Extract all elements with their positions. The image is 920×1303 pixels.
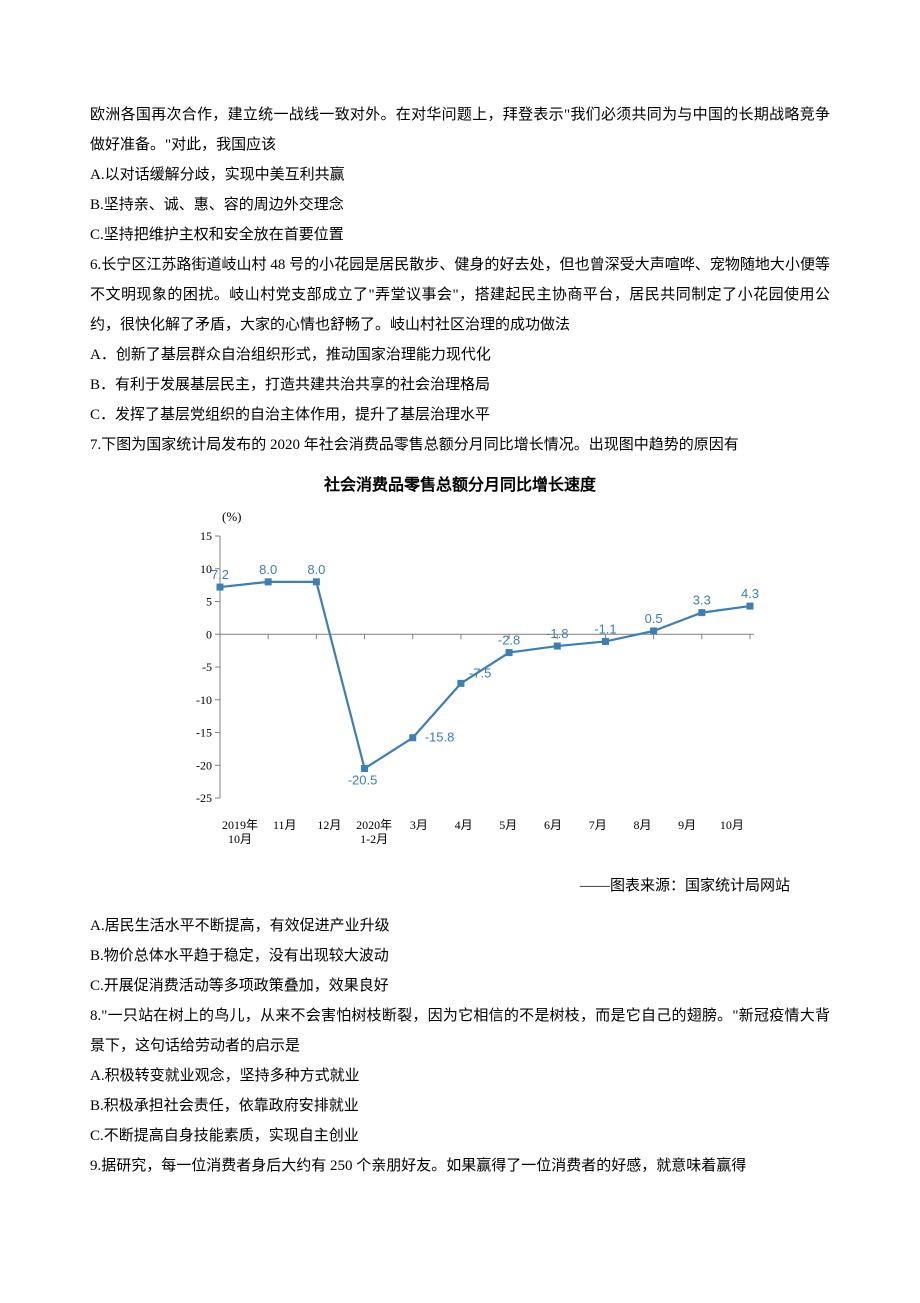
q6-option-c: C．发挥了基层党组织的自治主体作用，提升了基层治理水平	[90, 400, 830, 430]
svg-text:-20: -20	[196, 758, 212, 772]
line-chart: -25-20-15-10-50510157.28.08.0-20.5-15.8-…	[160, 526, 760, 816]
q5-option-c: C.坚持把维护主权和安全放在首要位置	[90, 220, 830, 250]
chart-x-ticks: 2019年10月11月12月2020年1-2月3月4月5月6月7月8月9月10月	[218, 818, 754, 847]
svg-text:-25: -25	[196, 791, 212, 805]
q7-stem: 7.下图为国家统计局发布的 2020 年社会消费品零售总额分月同比增长情况。出现…	[90, 430, 830, 460]
svg-text:7.2: 7.2	[211, 567, 229, 582]
q7-option-a: A.居民生活水平不断提高，有效促进产业升级	[90, 911, 830, 941]
chart-source: ——图表来源：国家统计局网站	[90, 871, 790, 901]
q9-stem: 9.据研究，每一位消费者身后大约有 250 个亲朋好友。如果赢得了一位消费者的好…	[90, 1151, 830, 1181]
svg-text:3.3: 3.3	[693, 593, 711, 608]
q8-option-c: C.不断提高自身技能素质，实现自主创业	[90, 1121, 830, 1151]
q6-option-a: A．创新了基层群众自治组织形式，推动国家治理能力现代化	[90, 340, 830, 370]
svg-text:-1.1: -1.1	[594, 621, 616, 636]
svg-text:-20.5: -20.5	[348, 773, 378, 788]
q8-option-a: A.积极转变就业观念，坚持多种方式就业	[90, 1061, 830, 1091]
q5-stem-cont: 欧洲各国再次合作，建立统一战线一致对外。在对华问题上，拜登表示"我们必须共同为与…	[90, 100, 830, 160]
q8-option-b: B.积极承担社会责任，依靠政府安排就业	[90, 1091, 830, 1121]
svg-text:-15: -15	[196, 726, 212, 740]
svg-text:-7.5: -7.5	[469, 665, 491, 680]
q8-stem: 8."一只站在树上的鸟儿，从来不会害怕树枝断裂，因为它相信的不是树枝，而是它自己…	[90, 1001, 830, 1061]
q5-option-a: A.以对话缓解分歧，实现中美互利共赢	[90, 160, 830, 190]
q6-stem: 6.长宁区江苏路街道岐山村 48 号的小花园是居民散步、健身的好去处，但也曾深受…	[90, 250, 830, 340]
svg-text:15: 15	[200, 529, 212, 543]
svg-text:5: 5	[206, 595, 212, 609]
svg-text:8.0: 8.0	[259, 562, 277, 577]
svg-text:-2.8: -2.8	[498, 633, 520, 648]
q7-option-b: B.物价总体水平趋于稳定，没有出现较大波动	[90, 941, 830, 971]
q7-option-c: C.开展促消费活动等多项政策叠加，效果良好	[90, 971, 830, 1001]
svg-text:-10: -10	[196, 693, 212, 707]
svg-text:4.3: 4.3	[741, 586, 759, 601]
svg-text:-5: -5	[202, 660, 212, 674]
q6-option-b: B．有利于发展基层民主，打造共建共治共享的社会治理格局	[90, 370, 830, 400]
chart-container: 社会消费品零售总额分月同比增长速度 (%) -25-20-15-10-50510…	[160, 470, 760, 847]
svg-text:0.5: 0.5	[645, 611, 663, 626]
q5-option-b: B.坚持亲、诚、惠、容的周边外交理念	[90, 190, 830, 220]
chart-title: 社会消费品零售总额分月同比增长速度	[160, 470, 760, 502]
svg-text:-1.8: -1.8	[546, 626, 568, 641]
svg-text:-15.8: -15.8	[425, 730, 455, 745]
svg-text:8.0: 8.0	[307, 562, 325, 577]
svg-text:0: 0	[206, 627, 212, 641]
